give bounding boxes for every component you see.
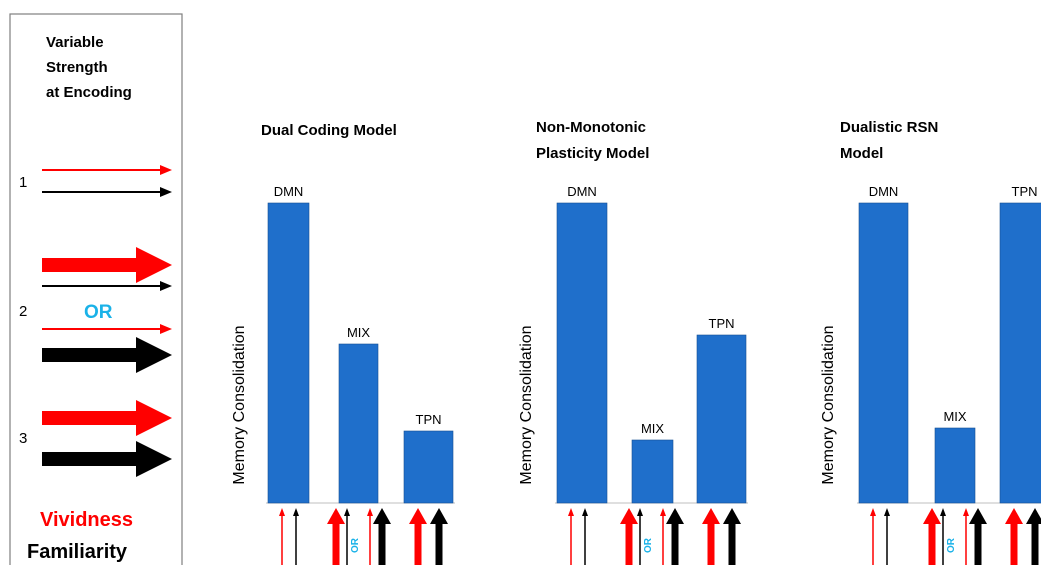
legend-title-line-1: Variable [46,34,104,51]
legend-vividness-label: Vividness [40,509,133,531]
familiarity-arrow-thin [293,508,299,565]
familiarity-arrow-thin [940,508,946,565]
bar-mix [338,343,379,504]
familiarity-arrow-thin [637,508,643,565]
vividness-arrow-thick [923,508,941,565]
bar-dmn [858,202,909,504]
vividness-arrow-thin [660,508,666,565]
legend-familiarity-label: Familiarity [27,541,128,563]
panel-non-monotonic-plasticity-model: Non-Monotonic Plasticity Model Memory Co… [518,119,748,565]
familiarity-arrow-thin [884,508,890,565]
bar-label-dmn: DMN [274,184,304,199]
panel-title-line: Dualistic RSN [840,119,938,136]
legend-row-number-3: 3 [19,430,27,447]
vividness-arrow-thick [42,411,138,425]
familiarity-arrow-thick [373,508,391,565]
bar-label-tpn: TPN [1012,184,1038,199]
familiarity-arrow-thick [1026,508,1041,565]
vividness-arrow-thin [963,508,969,565]
bar-label-dmn: DMN [869,184,899,199]
bar-mix [934,427,976,504]
bar-tpn [696,334,747,504]
bar-label-tpn: TPN [709,316,735,331]
familiarity-arrow-thick [42,348,138,362]
vividness-arrowhead-thick [136,400,172,436]
familiarity-arrow-thick [666,508,684,565]
panel-dual-coding-model: Dual Coding Model Memory Consolidation D… [231,122,455,565]
familiarity-arrow-thick [430,508,448,565]
vividness-arrow-thin [367,508,373,565]
bar-label-mix: MIX [641,421,664,436]
bar-tpn [999,202,1041,504]
mix-or-label: OR [946,537,957,553]
legend-row-number-1: 1 [19,174,27,191]
familiarity-arrowhead [160,281,172,291]
panel-dualistic-rsn-model: Dualistic RSN Model Memory Consolidation… [820,119,1041,565]
bar-dmn [556,202,608,504]
vividness-arrow-thick [1005,508,1023,565]
familiarity-arrowhead [160,187,172,197]
panel-title-line: Non-Monotonic [536,119,646,136]
familiarity-arrow-thick [723,508,741,565]
vividness-arrowhead [160,324,172,334]
encoding-row-2b-arrows [42,324,172,373]
vividness-arrow-thick [409,508,427,565]
y-axis-label: Memory Consolidation [518,325,535,484]
vividness-arrow-thick [327,508,345,565]
panel-title-line: Dual Coding Model [261,122,397,139]
legend-or-label: OR [84,302,113,323]
y-axis-label: Memory Consolidation [820,325,837,484]
bar-label-tpn: TPN [416,412,442,427]
familiarity-arrowhead-thick [136,441,172,477]
familiarity-arrow-thick [42,452,138,466]
vividness-arrowhead-thick [136,247,172,283]
vividness-arrow-thick [620,508,638,565]
familiarity-arrow-thin [344,508,350,565]
bar-tpn [403,430,454,504]
mix-or-label: OR [643,537,654,553]
mix-or-label: OR [350,537,361,553]
legend-row-number-2: 2 [19,303,27,320]
vividness-arrow-thin [568,508,574,565]
bar-label-dmn: DMN [567,184,597,199]
vividness-arrow-thin [870,508,876,565]
encoding-row-2a-arrows [42,247,172,291]
legend-title-line-2: Strength [46,59,108,76]
panel-title-line: Plasticity Model [536,145,649,162]
legend-panel: Variable Strength at Encoding 1 2 3 OR [9,13,183,565]
panel-title-line: Model [840,145,883,162]
bar-dmn [267,202,310,504]
encoding-row-1-arrows [42,165,172,197]
legend-border [9,13,183,565]
familiarity-arrow-thick [969,508,987,565]
familiarity-arrow-thin [582,508,588,565]
vividness-arrow-thick [42,258,138,272]
vividness-arrowhead [160,165,172,175]
vividness-arrow-thick [702,508,720,565]
bar-label-mix: MIX [347,325,370,340]
bar-label-mix: MIX [943,409,966,424]
bar-mix [631,439,674,504]
y-axis-label: Memory Consolidation [231,325,248,484]
vividness-arrow-thin [279,508,285,565]
familiarity-arrowhead-thick [136,337,172,373]
legend-title-line-3: at Encoding [46,84,132,101]
encoding-row-3-arrows [42,400,172,477]
